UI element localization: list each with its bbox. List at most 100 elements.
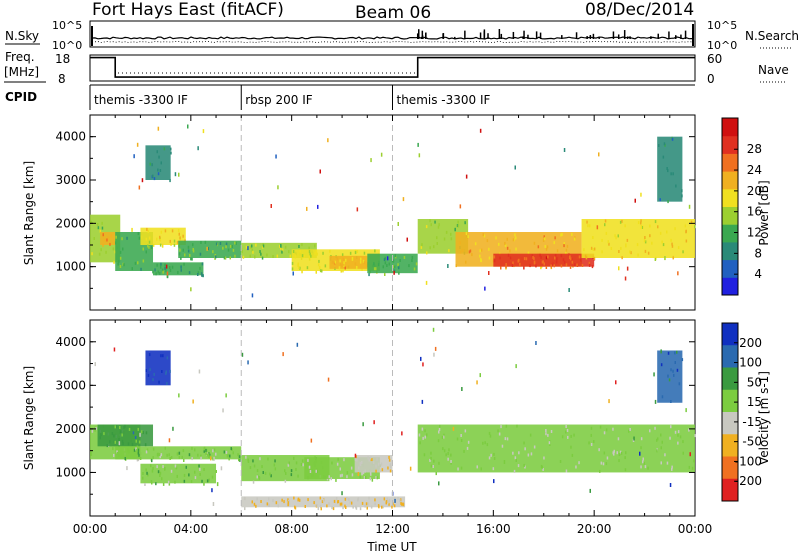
speckle bbox=[500, 266, 502, 270]
speckle bbox=[488, 256, 491, 260]
noise-point bbox=[640, 225, 643, 229]
speckle bbox=[450, 237, 453, 241]
speckle bbox=[234, 254, 236, 258]
speckle bbox=[637, 253, 639, 257]
x-axis-ticks: 00:00 04:00 08:00 12:00 16:00 20:00 00:00 bbox=[73, 522, 713, 536]
speckle bbox=[681, 194, 683, 198]
speckle bbox=[147, 373, 150, 377]
noise-point bbox=[247, 246, 249, 251]
noise-point bbox=[479, 128, 482, 133]
speckle bbox=[339, 259, 341, 263]
speckle bbox=[523, 463, 525, 467]
speckle bbox=[548, 441, 551, 445]
speckle bbox=[161, 268, 164, 272]
speckle bbox=[578, 255, 581, 259]
speckle bbox=[553, 241, 555, 245]
speckle bbox=[601, 250, 603, 254]
colorbar-tick-label: 20 bbox=[747, 184, 762, 198]
speckle bbox=[464, 429, 467, 433]
speckle bbox=[119, 426, 121, 429]
speckle bbox=[163, 147, 166, 151]
noise-point bbox=[94, 362, 96, 367]
speckle bbox=[106, 444, 108, 448]
speckle bbox=[443, 237, 446, 241]
speckle bbox=[445, 453, 447, 457]
speckle bbox=[450, 232, 452, 236]
speckle bbox=[170, 147, 172, 151]
noise-point bbox=[596, 225, 599, 230]
speckle bbox=[171, 229, 174, 233]
speckle bbox=[149, 368, 151, 372]
noise-point bbox=[685, 408, 687, 413]
speckle bbox=[539, 253, 541, 257]
speckle bbox=[599, 425, 602, 429]
speckle bbox=[180, 265, 182, 269]
speckle bbox=[642, 457, 644, 461]
speckle bbox=[321, 269, 323, 273]
speckle bbox=[148, 353, 151, 357]
speckle bbox=[642, 460, 644, 464]
speckle bbox=[107, 236, 109, 240]
speckle bbox=[565, 425, 567, 428]
speckle bbox=[335, 478, 337, 482]
noise-point bbox=[397, 222, 399, 226]
speckle bbox=[116, 450, 118, 454]
speckle bbox=[114, 425, 116, 429]
speckle bbox=[450, 461, 452, 465]
noise-point bbox=[653, 372, 655, 377]
speckle bbox=[245, 455, 247, 459]
speckle bbox=[400, 501, 402, 505]
speckle bbox=[109, 440, 111, 444]
speckle bbox=[438, 223, 440, 227]
cpid-segment-label: themis -3300 IF bbox=[94, 93, 188, 107]
speckle bbox=[435, 472, 437, 476]
speckle bbox=[162, 270, 164, 274]
speckle bbox=[666, 230, 668, 234]
speckle bbox=[157, 168, 159, 172]
speckle bbox=[342, 506, 344, 510]
speckle bbox=[527, 453, 530, 457]
noise-point bbox=[664, 256, 666, 261]
speckle bbox=[649, 224, 651, 228]
noise-point bbox=[401, 431, 403, 436]
speckle bbox=[500, 425, 502, 429]
noise-point bbox=[402, 197, 405, 202]
speckle bbox=[183, 262, 185, 266]
speckle bbox=[426, 433, 428, 437]
nsearch-label: N.Search bbox=[745, 29, 799, 43]
speckle bbox=[260, 252, 262, 256]
speckle bbox=[606, 456, 609, 460]
speckle bbox=[295, 467, 297, 471]
noise-point bbox=[296, 342, 299, 347]
speckle bbox=[421, 427, 424, 431]
frequency-line bbox=[90, 56, 695, 78]
noise-point bbox=[210, 456, 212, 461]
speckle bbox=[566, 429, 569, 432]
speckle bbox=[133, 448, 136, 452]
speckle bbox=[239, 458, 241, 462]
speckle bbox=[437, 225, 440, 229]
speckle bbox=[430, 451, 432, 455]
speckle bbox=[268, 497, 270, 501]
speckle bbox=[194, 476, 197, 480]
speckle bbox=[175, 466, 178, 470]
speckle bbox=[301, 243, 303, 247]
speckle bbox=[156, 263, 158, 267]
speckle bbox=[101, 226, 104, 230]
speckle bbox=[145, 468, 147, 472]
noise-point bbox=[677, 271, 679, 276]
speckle bbox=[106, 238, 108, 242]
speckle bbox=[159, 169, 162, 172]
speckle bbox=[152, 466, 154, 470]
speckle bbox=[152, 270, 154, 274]
speckle bbox=[693, 459, 695, 463]
speckle bbox=[124, 457, 126, 461]
velocity-cell bbox=[97, 424, 154, 447]
speckle bbox=[199, 266, 201, 270]
speckle bbox=[377, 263, 380, 267]
speckle bbox=[147, 230, 149, 234]
speckle bbox=[252, 250, 254, 254]
speckle bbox=[443, 433, 445, 437]
speckle bbox=[184, 253, 186, 257]
colorbar-tick-label: 12 bbox=[747, 226, 762, 240]
